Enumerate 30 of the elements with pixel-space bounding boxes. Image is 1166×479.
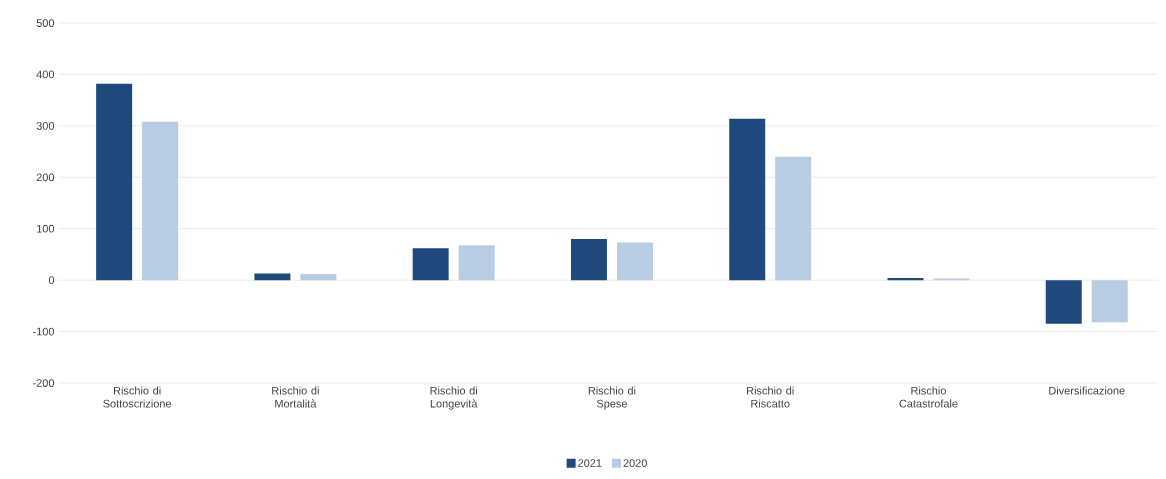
x-tick-label: Rischio di Longevità (430, 386, 478, 410)
bar (142, 121, 179, 281)
bar (887, 278, 924, 281)
bar (570, 239, 607, 281)
bar (254, 273, 291, 281)
y-tick-label: 0 (48, 276, 55, 285)
bar (775, 156, 812, 281)
x-tick-label: Rischio di Mortalità (272, 386, 319, 408)
bar (412, 248, 449, 281)
y-tick-label: 300 (36, 121, 55, 130)
legend-label: 2021 (578, 459, 602, 467)
legend-label: 2020 (623, 459, 647, 467)
y-tick-label: 500 (36, 19, 55, 27)
x-tick-label: Rischio di Sottoscrizione (103, 386, 172, 408)
x-tick-label: Diversificazione (1049, 386, 1125, 395)
x-tick-label: Rischio Catastrofale (899, 386, 958, 408)
bar (96, 83, 133, 281)
y-tick-label: 100 (37, 224, 55, 233)
x-tick-label: Rischio di Riscatto (747, 386, 794, 408)
bar (729, 118, 766, 281)
bar (1045, 280, 1082, 324)
bar (1091, 280, 1128, 323)
bar (300, 273, 337, 281)
y-tick-label: -100 (33, 327, 55, 336)
bar (458, 245, 495, 281)
y-tick-label: -200 (33, 379, 55, 387)
bar (616, 242, 653, 281)
y-tick-label: 200 (36, 173, 55, 182)
x-tick-label: Rischio di Spese (588, 386, 636, 410)
y-tick-label: 400 (36, 70, 55, 79)
